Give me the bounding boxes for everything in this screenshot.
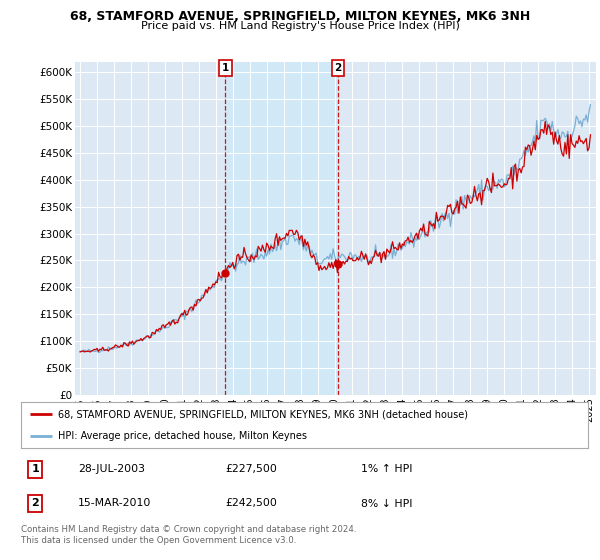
- Text: Price paid vs. HM Land Registry's House Price Index (HPI): Price paid vs. HM Land Registry's House …: [140, 21, 460, 31]
- Text: 68, STAMFORD AVENUE, SPRINGFIELD, MILTON KEYNES, MK6 3NH (detached house): 68, STAMFORD AVENUE, SPRINGFIELD, MILTON…: [58, 409, 468, 419]
- Text: 68, STAMFORD AVENUE, SPRINGFIELD, MILTON KEYNES, MK6 3NH: 68, STAMFORD AVENUE, SPRINGFIELD, MILTON…: [70, 10, 530, 22]
- Text: Contains HM Land Registry data © Crown copyright and database right 2024.
This d: Contains HM Land Registry data © Crown c…: [21, 525, 356, 545]
- Bar: [226, 62, 338, 395]
- Text: 2: 2: [334, 63, 342, 73]
- Text: 1% ↑ HPI: 1% ↑ HPI: [361, 464, 413, 474]
- Text: 2: 2: [31, 498, 39, 508]
- Text: £227,500: £227,500: [225, 464, 277, 474]
- Text: 15-MAR-2010: 15-MAR-2010: [78, 498, 151, 508]
- Text: 28-JUL-2003: 28-JUL-2003: [78, 464, 145, 474]
- Text: £242,500: £242,500: [225, 498, 277, 508]
- Text: 1: 1: [31, 464, 39, 474]
- Text: 1: 1: [222, 63, 229, 73]
- Text: HPI: Average price, detached house, Milton Keynes: HPI: Average price, detached house, Milt…: [58, 431, 307, 441]
- Text: 8% ↓ HPI: 8% ↓ HPI: [361, 498, 413, 508]
